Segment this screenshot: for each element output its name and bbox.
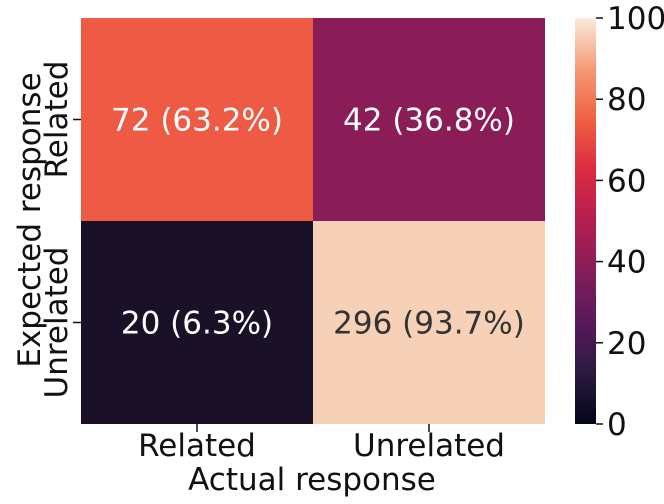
- colorbar-tick-label: 80: [607, 82, 646, 118]
- x-tick-label: Related: [138, 428, 256, 464]
- y-tick-label: Related: [39, 61, 75, 179]
- heatmap-cell: [81, 18, 313, 221]
- colorbar-gradient: [575, 18, 596, 424]
- y-tick-label: Unrelated: [39, 247, 75, 399]
- x-axis-label: Actual response: [188, 462, 436, 498]
- colorbar-tick-label: 60: [607, 163, 646, 199]
- cell-value-label: 42 (36.8%): [343, 103, 515, 139]
- heatmap-cell: [313, 221, 545, 424]
- cell-value-label: 296 (93.7%): [333, 306, 525, 342]
- y-axis-label: Expected response: [12, 72, 48, 367]
- cell-value-label: 20 (6.3%): [121, 306, 273, 342]
- heatmap-cell: [81, 221, 313, 424]
- colorbar-tick-label: 20: [607, 326, 646, 362]
- colorbar-tick-label: 100: [607, 1, 664, 37]
- colorbar-tick-label: 0: [607, 407, 627, 443]
- colorbar: 0 20 40 60 80 100: [575, 1, 664, 443]
- colorbar-tick-label: 40: [607, 245, 646, 281]
- x-tick-label: Unrelated: [353, 428, 505, 464]
- cell-value-label: 72 (63.2%): [111, 103, 283, 139]
- heatmap-cell: [313, 18, 545, 221]
